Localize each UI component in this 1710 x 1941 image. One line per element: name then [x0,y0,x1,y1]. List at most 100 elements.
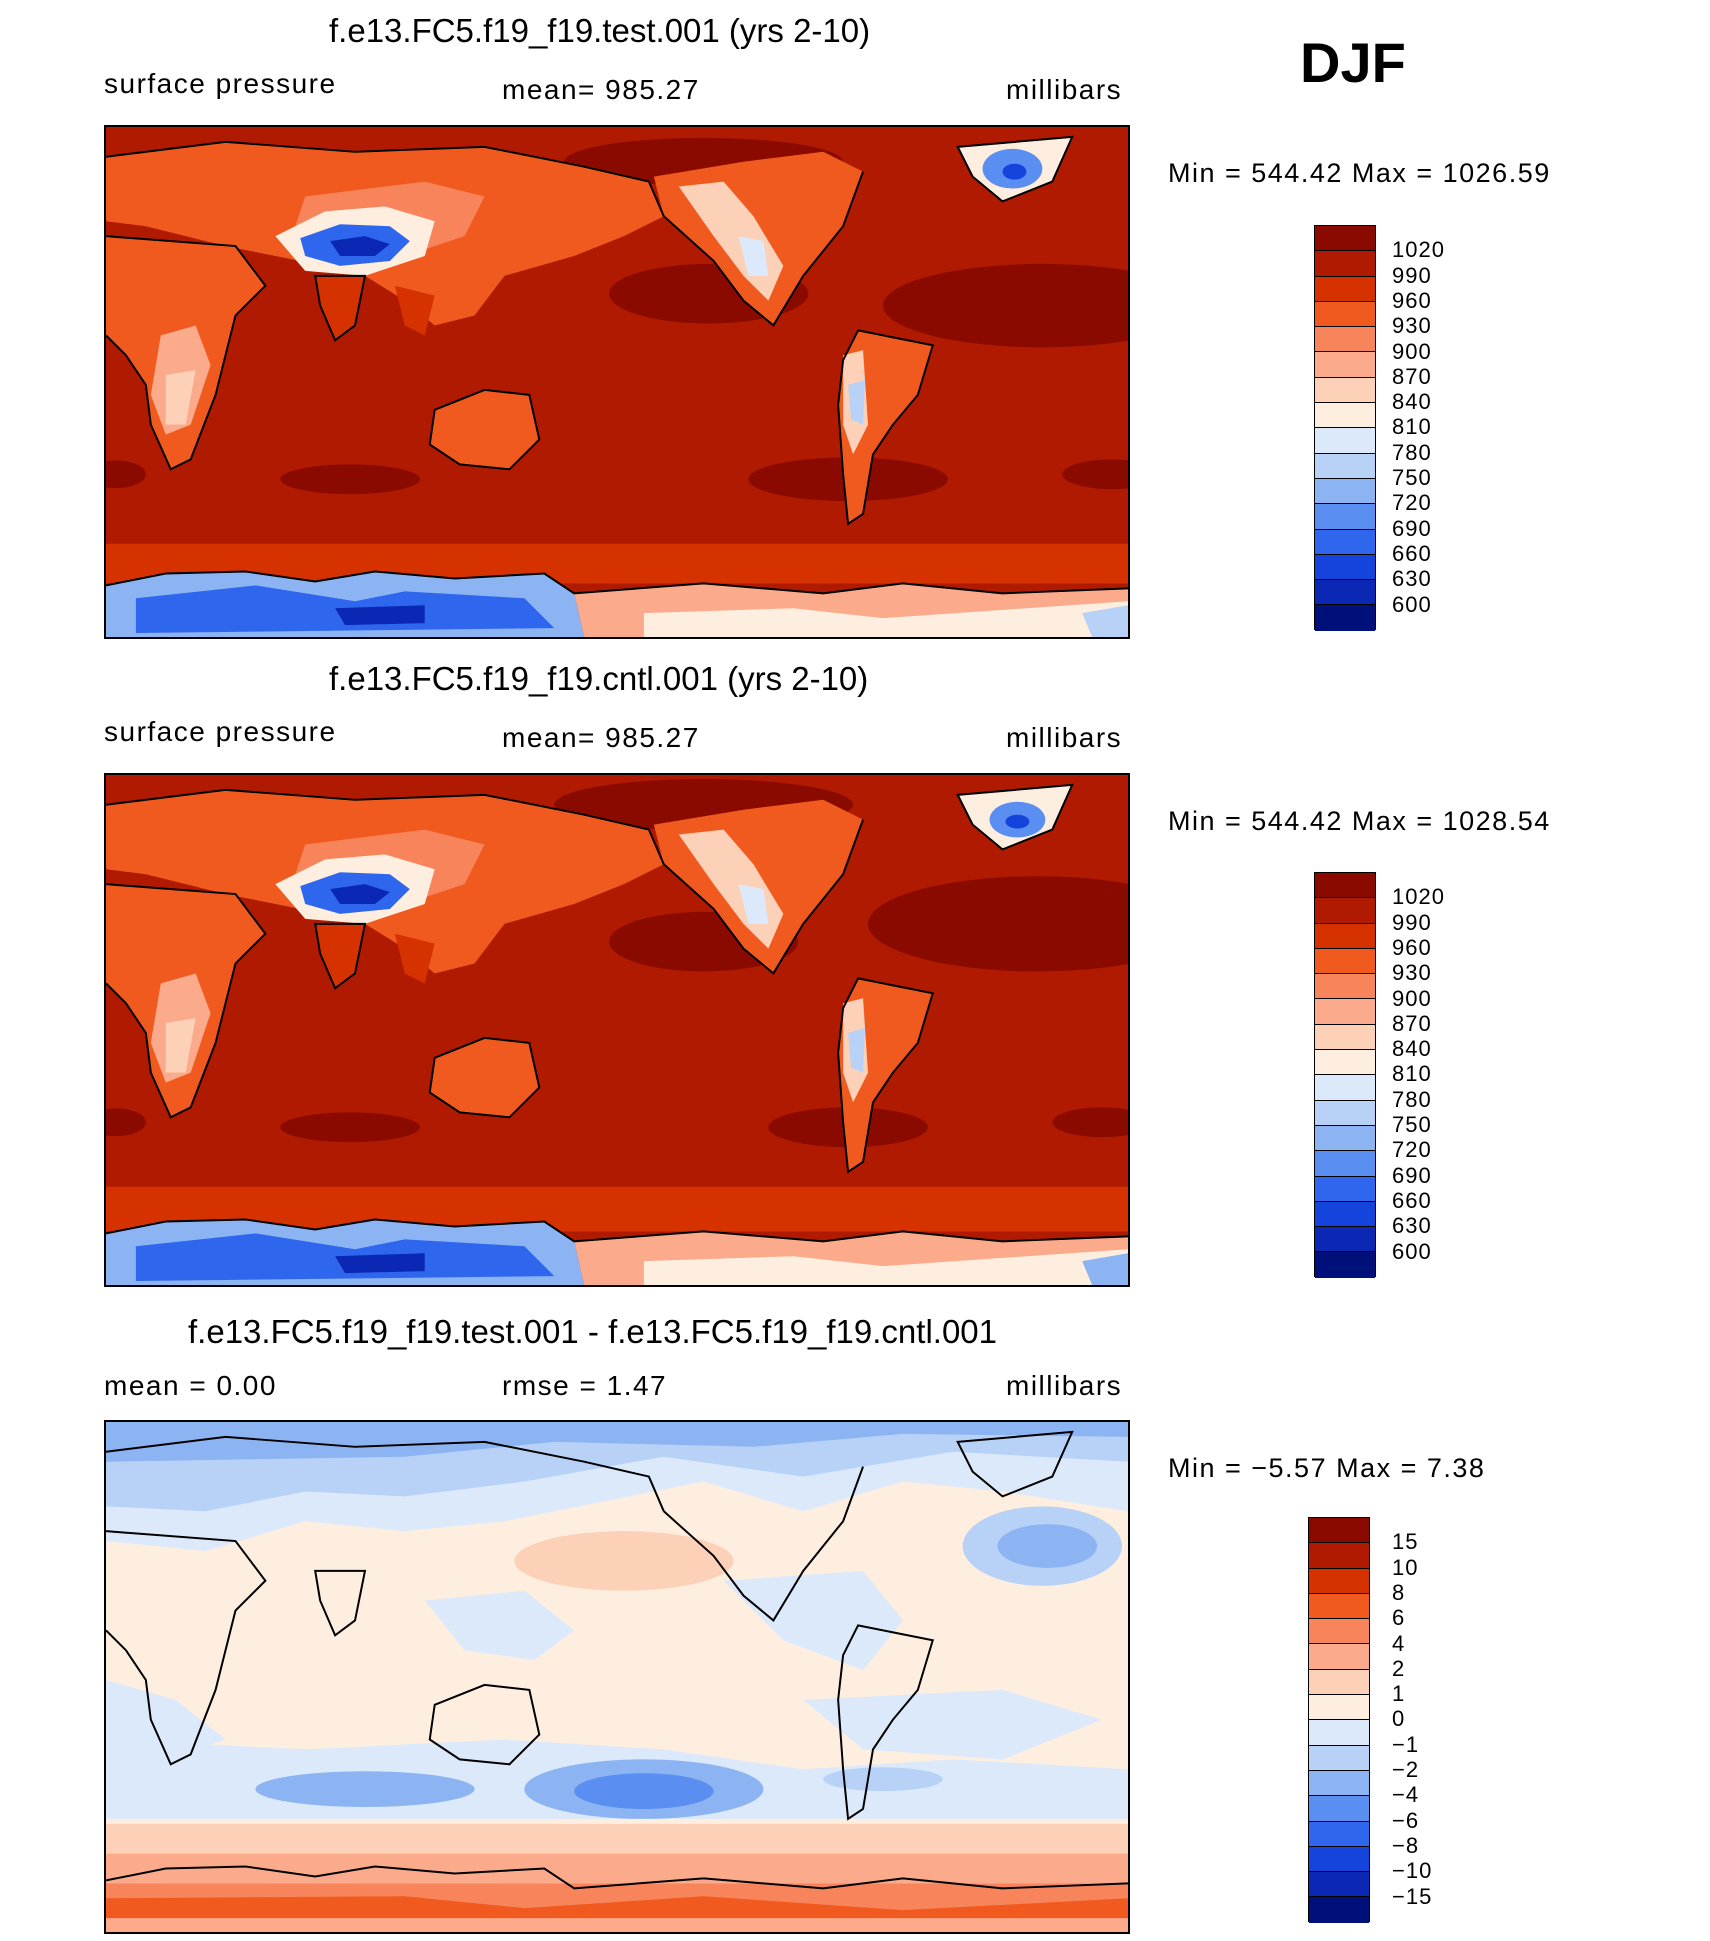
colorbar-segment [1315,529,1375,555]
coastlines [106,1430,1128,1890]
antarctica-east-inner [643,1249,1128,1285]
colorbar-label: 630 [1392,566,1432,592]
season-label: DJF [1300,31,1406,94]
colorbar-segment [1315,898,1375,924]
colorbar-segment [1315,1227,1375,1253]
colorbar-label: 690 [1392,1162,1432,1188]
colorbar-segment [1315,453,1375,479]
colorbar-label: −2 [1392,1757,1420,1782]
north-negative-zone-3 [106,1422,1128,1462]
panel-2-units-label: millibars [1006,722,1123,753]
antarctica-east-edge [1082,605,1128,637]
colorbar-segment [1315,605,1375,631]
panel-2-variable-label: surface pressure [104,716,337,747]
colorbar-label: 930 [1392,313,1432,339]
colorbar-segment [1315,301,1375,328]
africa-south-plateau [165,1018,196,1073]
colorbar-segment [1315,1201,1375,1228]
colorbar-segment [1309,1770,1369,1797]
tibet-plateau-center [330,884,390,904]
panel-1-units-label: millibars [1006,74,1123,105]
colorbar-label: 630 [1392,1213,1432,1239]
colorbar-label: 660 [1392,1187,1432,1213]
colorbar-segment [1315,1151,1375,1177]
panel-2-mean-label: mean= 985.27 [502,722,700,753]
colorbar-label: 870 [1392,363,1432,389]
colorbar-label: −10 [1392,1858,1433,1884]
high-cell-atlantic [883,263,1128,348]
colorbar-segment [1309,1796,1369,1822]
colorbar-segment [1309,1568,1369,1594]
panel-1-minmax: Min = 544.42 Max = 1026.59 [1168,158,1551,188]
colorbar-label: 1020 [1392,237,1445,263]
tibet-plateau-center [330,236,390,256]
colorbar-segment [1309,1619,1369,1645]
colorbar-label: 720 [1392,1137,1432,1163]
panel-1-variable-label: surface pressure [104,68,337,99]
africa-south-plateau [165,370,196,425]
panel-3-minmax: Min = −5.57 Max = 7.38 [1168,1453,1486,1483]
colorbar-label: 900 [1392,985,1432,1011]
colorbar-segment [1315,580,1375,606]
southern-low-east [823,1767,943,1792]
colorbar-segment [1309,1695,1369,1721]
colorbar-segment [1309,1518,1369,1544]
colorbar-segment [1309,1745,1369,1771]
colorbar-segment [1315,504,1375,530]
colorbar-label: 720 [1392,490,1432,516]
high-cell-south-atlantic [1052,1107,1128,1138]
colorbar-label: 960 [1392,287,1432,313]
panel-3-title: f.e13.FC5.f19_f19.test.001 - f.e13.FC5.f… [188,1313,998,1350]
andes-core [848,380,866,425]
colorbar-segment [1309,1669,1369,1696]
colorbar-segment [1315,999,1375,1025]
colorbar-label: 930 [1392,960,1432,986]
colorbar-segment [1315,1024,1375,1051]
panel-2-map-svg [106,775,1128,1285]
colorbar-label: 10 [1392,1554,1419,1580]
panel-3-mean-label: mean = 0.00 [104,1370,277,1401]
colorbar-segment [1315,226,1375,252]
high-cell-indian [280,1112,420,1143]
landmass-australia [429,389,540,470]
colorbar-label: 600 [1392,1238,1432,1264]
colorbar-label: 990 [1392,262,1432,288]
colorbar-label: −15 [1392,1883,1433,1909]
colorbar-segment [1315,377,1375,404]
southern-positive-band-1 [106,1823,1128,1854]
colorbar-label: 810 [1392,1061,1432,1087]
colorbar-segment [1309,1821,1369,1847]
panel-3-map-svg [106,1422,1128,1932]
colorbar-segment [1315,1100,1375,1126]
antarctica-core [335,605,425,626]
landmass-se-asia [394,933,435,984]
high-cell-west-edge [106,1108,146,1137]
colorbar-segment [1309,1897,1369,1923]
colorbar-segment [1309,1846,1369,1873]
panel-3-rmse-label: rmse = 1.47 [502,1370,668,1401]
colorbar-segment [1315,1125,1375,1152]
colorbar-segment [1315,403,1375,429]
colorbar-label: 870 [1392,1010,1432,1036]
greenland-center [1002,163,1027,180]
colorbar-label: 2 [1392,1655,1406,1681]
panel-3-colorbar [1308,1517,1370,1923]
colorbar-label: 660 [1392,540,1432,566]
colorbar-label: 8 [1392,1579,1406,1605]
colorbar-segment [1315,1176,1375,1202]
colorbar-label: 780 [1392,1086,1432,1112]
landmass-australia [429,1037,540,1118]
americas-negative [723,1570,903,1671]
colorbar-segment [1315,1252,1375,1278]
high-cell-south-atlantic [1062,459,1128,490]
panel-2-minmax: Min = 544.42 Max = 1028.54 [1168,806,1551,836]
colorbar-label: −4 [1392,1782,1420,1808]
panel-2-colorbar [1314,872,1376,1278]
colorbar-segment [1315,1050,1375,1076]
andes-core [848,1028,866,1073]
colorbar-segment [1315,554,1375,581]
colorbar-segment [1309,1593,1369,1620]
colorbar-segment [1309,1720,1369,1746]
panel-1-colorbar [1314,225,1376,631]
colorbar-segment [1309,1543,1369,1569]
